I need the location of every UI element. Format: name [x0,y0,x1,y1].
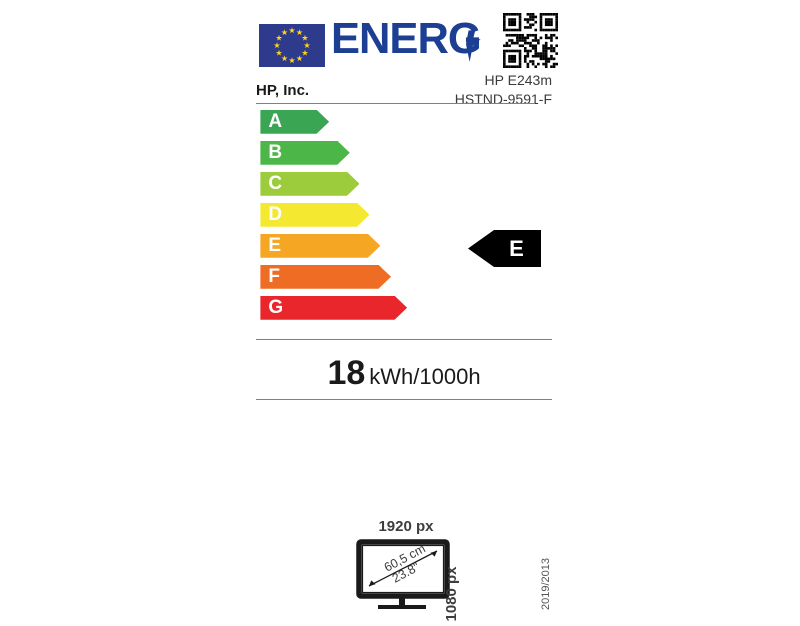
svg-text:1080 px: 1080 px [443,566,460,622]
svg-text:1920 px: 1920 px [378,518,434,535]
